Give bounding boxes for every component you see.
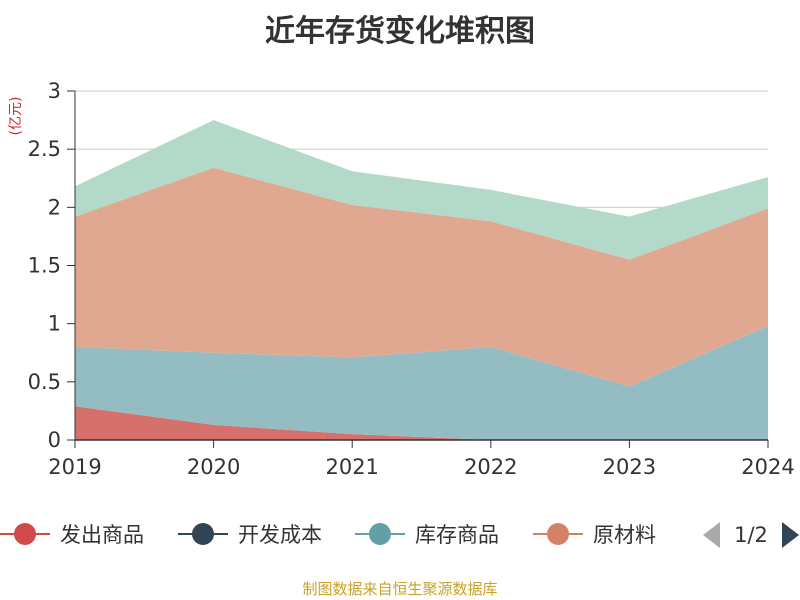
y-tick-label: 0	[48, 428, 61, 452]
area-series-3	[75, 167, 768, 387]
stacked-areas	[75, 120, 768, 440]
legend-label: 发出商品	[60, 523, 144, 547]
axes: 0 0.5 1 1.5 2 2.5 3 2019 2020 2021 2022 2023 2024	[28, 79, 795, 479]
area-series-4	[75, 120, 768, 260]
y-axis-unit-label: (亿元)	[8, 97, 24, 136]
y-tick-label: 3	[48, 79, 61, 103]
x-tick-label: 2022	[464, 455, 517, 479]
legend-circle-marker	[192, 523, 214, 545]
legend-item[interactable]: 库存商品	[355, 523, 499, 547]
triangle-right-icon[interactable]	[782, 522, 799, 548]
legend-item[interactable]: 开发成本	[178, 523, 322, 547]
x-tick-label: 2019	[48, 455, 101, 479]
y-tick-label: 2.5	[28, 137, 61, 161]
legend-circle-marker	[14, 523, 36, 545]
y-tick-label: 2	[48, 195, 61, 219]
legend-item[interactable]: 发出商品	[0, 523, 144, 547]
legend-item[interactable]: 原材料	[533, 523, 656, 547]
legend-page-indicator: 1/2	[734, 523, 768, 547]
area-series-2	[75, 325, 768, 440]
data-source-note: 制图数据来自恒生聚源数据库	[302, 580, 498, 598]
x-tick-label: 2021	[325, 455, 378, 479]
legend-label: 库存商品	[415, 523, 499, 547]
y-tick-label: 0.5	[28, 370, 61, 394]
area-series-0	[75, 406, 768, 440]
chart-title: 近年存货变化堆积图	[265, 14, 535, 49]
legend-circle-marker	[369, 523, 391, 545]
x-tick-label: 2020	[187, 455, 240, 479]
legend: 发出商品 开发成本 库存商品 原材料 1/2	[0, 522, 799, 548]
legend-label: 原材料	[593, 523, 656, 547]
legend-circle-marker	[547, 523, 569, 545]
legend-label: 开发成本	[238, 523, 322, 547]
y-tick-label: 1.5	[28, 254, 61, 278]
x-tick-label: 2024	[741, 455, 794, 479]
triangle-left-icon[interactable]	[703, 522, 720, 548]
x-tick-label: 2023	[603, 455, 656, 479]
y-tick-label: 1	[48, 312, 61, 336]
